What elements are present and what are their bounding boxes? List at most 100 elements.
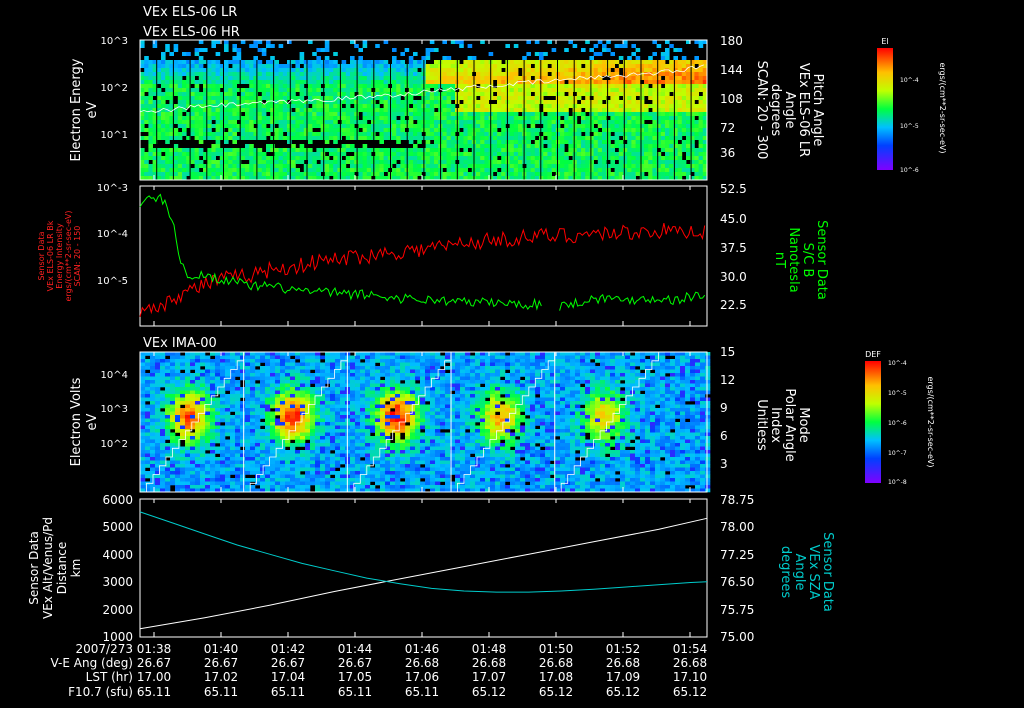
heatmap-cell bbox=[673, 48, 678, 52]
heatmap-cell bbox=[627, 76, 632, 80]
heatmap-cell bbox=[480, 68, 485, 72]
heatmap-cell bbox=[618, 100, 624, 104]
heatmap-cell bbox=[150, 418, 156, 423]
heatmap-cell bbox=[442, 148, 447, 152]
heatmap-cell bbox=[260, 373, 266, 377]
heatmap-cell bbox=[413, 100, 418, 104]
heatmap-cell bbox=[278, 156, 284, 160]
heatmap-cell bbox=[547, 76, 552, 80]
heatmap-cell bbox=[230, 478, 236, 482]
heatmap-cell bbox=[560, 84, 565, 88]
heatmap-cell bbox=[210, 366, 216, 370]
heatmap-cell bbox=[182, 92, 187, 96]
heatmap-cell bbox=[235, 352, 241, 356]
heatmap-cell bbox=[185, 457, 191, 461]
heatmap-cell bbox=[165, 450, 171, 454]
heatmap-cell bbox=[337, 168, 342, 172]
panel-2-rtick-2: 37.5 bbox=[720, 241, 747, 255]
heatmap-cell bbox=[362, 60, 368, 64]
heatmap-cell bbox=[530, 164, 536, 168]
heatmap-cell bbox=[652, 152, 657, 156]
heatmap-cell bbox=[408, 140, 414, 144]
heatmap-cell bbox=[513, 116, 519, 120]
heatmap-cell bbox=[677, 136, 683, 140]
heatmap-cell bbox=[255, 446, 261, 451]
heatmap-cell bbox=[173, 172, 179, 176]
heatmap-cell bbox=[417, 88, 422, 92]
heatmap-cell bbox=[572, 84, 578, 88]
heatmap-cell bbox=[145, 383, 151, 388]
heatmap-cell bbox=[648, 156, 653, 160]
heatmap-cell bbox=[274, 132, 279, 136]
heatmap-cell bbox=[400, 104, 405, 108]
heatmap-cell bbox=[673, 108, 678, 112]
heatmap-cell bbox=[253, 152, 258, 156]
heatmap-cell bbox=[291, 156, 296, 160]
heatmap-cell bbox=[156, 76, 162, 80]
heatmap-cell bbox=[225, 474, 231, 479]
heatmap-cell bbox=[245, 144, 250, 148]
heatmap-cell bbox=[291, 172, 296, 176]
heatmap-cell bbox=[698, 100, 704, 104]
heatmap-cell bbox=[140, 485, 146, 489]
heatmap-cell bbox=[635, 156, 641, 160]
heatmap-cell bbox=[299, 156, 305, 160]
heatmap-cell bbox=[396, 128, 401, 132]
heatmap-cell bbox=[203, 112, 208, 116]
heatmap-cell bbox=[690, 112, 695, 116]
heatmap-cell bbox=[235, 446, 241, 451]
heatmap-cell bbox=[165, 116, 170, 120]
heatmap-cell bbox=[442, 112, 447, 116]
heatmap-cell bbox=[253, 92, 258, 96]
heatmap-cell bbox=[165, 60, 170, 64]
heatmap-cell bbox=[210, 457, 216, 461]
heatmap-cell bbox=[203, 132, 208, 136]
heatmap-cell bbox=[185, 376, 191, 381]
heatmap-cell bbox=[152, 84, 158, 88]
heatmap-cell bbox=[232, 112, 237, 116]
heatmap-cell bbox=[156, 68, 162, 72]
heatmap-cell bbox=[623, 116, 628, 120]
heatmap-cell bbox=[152, 64, 158, 68]
heatmap-cell bbox=[362, 164, 368, 168]
heatmap-cell bbox=[308, 168, 313, 172]
heatmap-cell bbox=[518, 152, 523, 156]
heatmap-cell bbox=[429, 40, 435, 44]
heatmap-cell bbox=[175, 429, 181, 433]
heatmap-cell bbox=[324, 156, 330, 160]
heatmap-cell bbox=[230, 443, 236, 447]
heatmap-cell bbox=[160, 467, 166, 472]
heatmap-cell bbox=[455, 40, 460, 44]
heatmap-cell bbox=[434, 116, 439, 120]
heatmap-cell bbox=[224, 164, 229, 168]
heatmap-cell bbox=[585, 76, 590, 80]
heatmap-cell bbox=[144, 120, 149, 124]
heatmap-cell bbox=[450, 40, 456, 44]
panel-2-rtick-3: 30.0 bbox=[720, 270, 747, 284]
heatmap-cell bbox=[324, 120, 330, 124]
heatmap-cell bbox=[215, 152, 221, 156]
heatmap-cell bbox=[614, 92, 620, 96]
heatmap-cell bbox=[291, 80, 296, 84]
heatmap-cell bbox=[194, 84, 200, 88]
heatmap-cell bbox=[669, 108, 674, 112]
heatmap-cell bbox=[320, 116, 326, 120]
heatmap-cell bbox=[476, 164, 481, 168]
colorbar-1-tick-1: 10^-5 bbox=[900, 123, 919, 130]
heatmap-cell bbox=[150, 404, 156, 409]
heatmap-cell bbox=[185, 380, 191, 384]
heatmap-cell bbox=[275, 464, 281, 468]
heatmap-cell bbox=[282, 148, 288, 152]
heatmap-cell bbox=[266, 76, 271, 80]
heatmap-cell bbox=[564, 160, 569, 164]
heatmap-cell bbox=[225, 446, 231, 451]
heatmap-cell bbox=[203, 136, 208, 140]
heatmap-cell bbox=[681, 144, 687, 148]
heatmap-cell bbox=[341, 72, 347, 76]
heatmap-cell bbox=[150, 485, 156, 489]
heatmap-cell bbox=[185, 387, 191, 391]
heatmap-cell bbox=[677, 168, 683, 172]
heatmap-cell bbox=[429, 160, 435, 164]
heatmap-cell bbox=[648, 92, 653, 96]
heatmap-cell bbox=[408, 124, 414, 128]
